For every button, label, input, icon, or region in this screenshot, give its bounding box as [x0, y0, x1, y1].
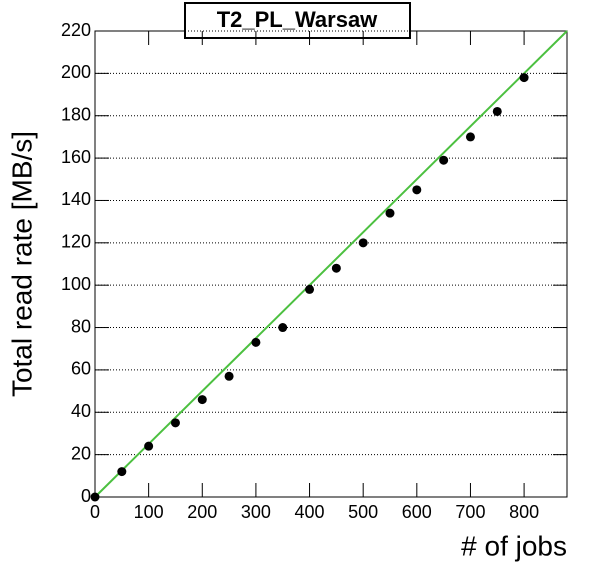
data-point	[251, 337, 261, 347]
data-point	[331, 263, 341, 273]
data-point	[117, 467, 127, 477]
x-tick-label: 500	[348, 502, 378, 522]
data-point	[385, 208, 395, 218]
x-tick-label: 100	[134, 502, 164, 522]
x-tick-label: 400	[295, 502, 325, 522]
x-tick-label: 200	[187, 502, 217, 522]
title-box	[184, 2, 411, 39]
data-point	[144, 441, 154, 451]
data-point	[278, 323, 288, 333]
y-tick-label: 0	[81, 486, 91, 506]
y-tick-label: 140	[61, 189, 91, 209]
x-tick-label: 300	[241, 502, 271, 522]
y-tick-label: 80	[71, 316, 91, 336]
data-point	[519, 73, 529, 83]
data-point	[439, 155, 449, 165]
fit-line	[94, 30, 568, 498]
data-point	[305, 284, 315, 294]
data-point	[492, 106, 502, 116]
data-point	[358, 238, 368, 248]
x-tick-label: 0	[90, 502, 100, 522]
y-tick-label: 180	[61, 104, 91, 124]
data-point	[170, 418, 180, 428]
data-point	[197, 395, 207, 405]
data-point	[412, 185, 422, 195]
x-axis-label: # of jobs	[461, 530, 567, 561]
y-tick-label: 200	[61, 62, 91, 82]
x-tick-label: 800	[509, 502, 539, 522]
chart-title: T2_PL_Warsaw	[217, 7, 378, 32]
data-point	[465, 132, 475, 142]
y-tick-label: 40	[71, 401, 91, 421]
y-tick-label: 100	[61, 274, 91, 294]
y-tick-label: 20	[71, 443, 91, 463]
x-tick-label: 700	[455, 502, 485, 522]
y-tick-label: 60	[71, 359, 91, 379]
y-tick-label: 120	[61, 232, 91, 252]
y-tick-label: 220	[61, 20, 91, 40]
data-point	[224, 371, 234, 381]
y-tick-label: 160	[61, 147, 91, 167]
x-tick-label: 600	[402, 502, 432, 522]
y-axis-label: Total read rate [MB/s]	[6, 131, 37, 397]
data-point	[90, 492, 100, 502]
